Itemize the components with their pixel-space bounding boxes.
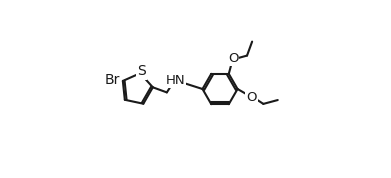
Text: HN: HN xyxy=(165,74,185,87)
Text: Br: Br xyxy=(104,73,120,87)
Text: S: S xyxy=(136,64,145,78)
Text: O: O xyxy=(246,91,256,104)
Text: O: O xyxy=(228,52,239,65)
